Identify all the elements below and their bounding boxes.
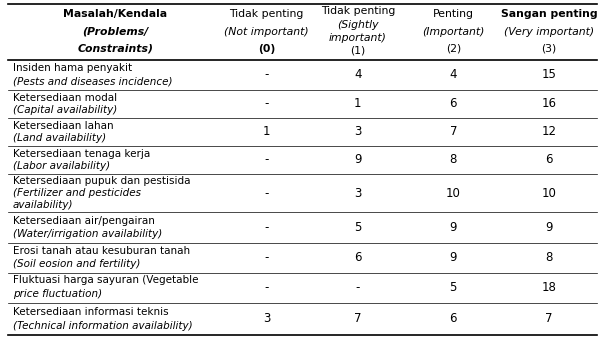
Text: 6: 6 <box>354 251 362 264</box>
Text: 8: 8 <box>450 153 457 166</box>
Text: 3: 3 <box>354 187 362 200</box>
Text: Tidak penting: Tidak penting <box>229 9 304 19</box>
Text: Masalah/Kendala: Masalah/Kendala <box>64 9 168 19</box>
Text: 1: 1 <box>354 97 362 111</box>
Text: Fluktuasi harga sayuran (Vegetable: Fluktuasi harga sayuran (Vegetable <box>13 275 198 285</box>
Text: (0): (0) <box>258 44 275 54</box>
Text: (1): (1) <box>350 45 365 55</box>
Text: -: - <box>264 153 269 166</box>
Text: 15: 15 <box>541 68 557 81</box>
Text: Ketersediaan pupuk dan pestisida: Ketersediaan pupuk dan pestisida <box>13 176 191 186</box>
Text: 8: 8 <box>545 251 553 264</box>
Text: 9: 9 <box>450 251 457 264</box>
Text: (Sightly: (Sightly <box>337 20 379 30</box>
Text: Ketersediaan lahan: Ketersediaan lahan <box>13 121 114 131</box>
Text: (2): (2) <box>446 44 461 54</box>
Text: (Labor availability): (Labor availability) <box>13 161 110 171</box>
Text: (Land availability): (Land availability) <box>13 133 106 143</box>
Text: -: - <box>264 251 269 264</box>
Text: (Important): (Important) <box>422 27 485 37</box>
Text: Ketersediaan modal: Ketersediaan modal <box>13 93 117 103</box>
Text: price fluctuation): price fluctuation) <box>13 289 102 299</box>
Text: 7: 7 <box>545 312 553 325</box>
Text: 9: 9 <box>450 221 457 234</box>
Text: 9: 9 <box>545 221 553 234</box>
Text: -: - <box>264 281 269 294</box>
Text: Penting: Penting <box>433 9 474 19</box>
Text: 6: 6 <box>450 312 457 325</box>
Text: (Very important): (Very important) <box>504 27 594 37</box>
Text: -: - <box>264 221 269 234</box>
Text: 10: 10 <box>541 187 557 200</box>
Text: availability): availability) <box>13 200 73 210</box>
Text: Constraints): Constraints) <box>77 44 154 54</box>
Text: important): important) <box>329 33 387 42</box>
Text: 3: 3 <box>354 125 362 138</box>
Text: Ketersediaan informasi teknis: Ketersediaan informasi teknis <box>13 307 169 317</box>
Text: 6: 6 <box>545 153 553 166</box>
Text: Insiden hama penyakit: Insiden hama penyakit <box>13 63 132 73</box>
Text: 5: 5 <box>354 221 362 234</box>
Text: (3): (3) <box>541 44 557 54</box>
Text: 4: 4 <box>354 68 362 81</box>
Text: 16: 16 <box>541 97 557 111</box>
Text: -: - <box>264 97 269 111</box>
Text: 3: 3 <box>263 312 270 325</box>
Text: Tidak penting: Tidak penting <box>321 6 395 16</box>
Text: (Water/irrigation availability): (Water/irrigation availability) <box>13 229 162 239</box>
Text: 7: 7 <box>354 312 362 325</box>
Text: (Problems/: (Problems/ <box>82 27 149 37</box>
Text: Sangan penting: Sangan penting <box>501 9 597 19</box>
Text: -: - <box>264 187 269 200</box>
Text: (Not important): (Not important) <box>224 27 309 37</box>
Text: 10: 10 <box>446 187 461 200</box>
Text: Erosi tanah atau kesuburan tanah: Erosi tanah atau kesuburan tanah <box>13 246 190 256</box>
Text: 6: 6 <box>450 97 457 111</box>
Text: 9: 9 <box>354 153 362 166</box>
Text: 12: 12 <box>541 125 557 138</box>
Text: (Fertilizer and pesticides: (Fertilizer and pesticides <box>13 188 141 198</box>
Text: -: - <box>264 68 269 81</box>
Text: (Technical information availability): (Technical information availability) <box>13 321 192 331</box>
Text: 5: 5 <box>450 281 457 294</box>
Text: (Soil eosion and fertility): (Soil eosion and fertility) <box>13 259 140 269</box>
Text: 1: 1 <box>263 125 270 138</box>
Text: -: - <box>356 281 360 294</box>
Text: Ketersediaan tenaga kerja: Ketersediaan tenaga kerja <box>13 149 150 159</box>
Text: 7: 7 <box>450 125 457 138</box>
Text: 4: 4 <box>450 68 457 81</box>
Text: (Pests and diseases incidence): (Pests and diseases incidence) <box>13 77 172 86</box>
Text: 18: 18 <box>541 281 557 294</box>
Text: (Capital availability): (Capital availability) <box>13 105 117 115</box>
Text: Ketersediaan air/pengairan: Ketersediaan air/pengairan <box>13 216 155 226</box>
